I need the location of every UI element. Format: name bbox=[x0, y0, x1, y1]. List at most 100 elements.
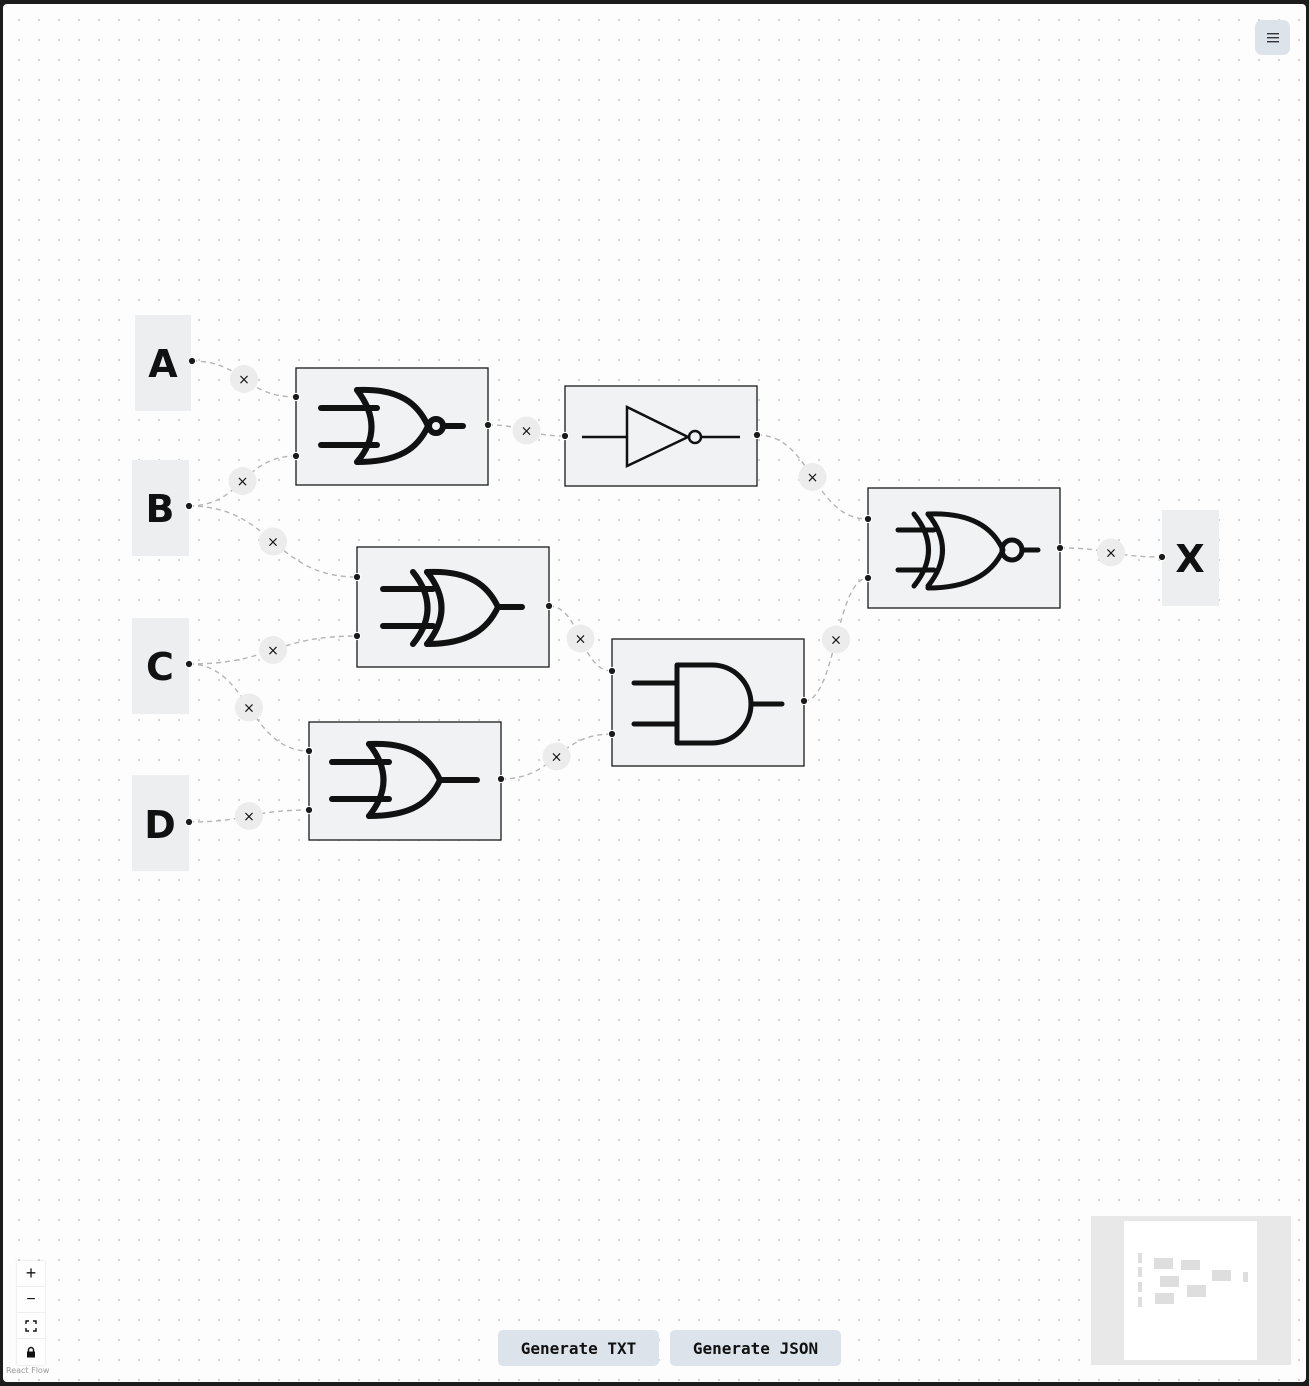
not-gate-icon bbox=[582, 404, 740, 468]
generate-txt-button[interactable]: Generate TXT bbox=[498, 1330, 659, 1366]
edge-delete-button-bg bbox=[235, 802, 263, 830]
generate-json-button[interactable]: Generate JSON bbox=[670, 1330, 841, 1366]
connection-handle[interactable] bbox=[799, 696, 809, 706]
connection-handle[interactable] bbox=[496, 774, 506, 784]
minimap[interactable] bbox=[1091, 1216, 1291, 1365]
edge-delete-button[interactable]: × bbox=[235, 802, 263, 830]
connection-handle[interactable] bbox=[752, 430, 762, 440]
edge-delete-button[interactable]: × bbox=[566, 624, 595, 653]
close-icon: × bbox=[238, 372, 250, 388]
connection-handle[interactable] bbox=[1157, 552, 1167, 562]
connection-handle[interactable] bbox=[352, 572, 362, 582]
edge-delete-button-bg bbox=[228, 467, 257, 495]
edge-delete-button-bg bbox=[566, 624, 595, 653]
connection-handle[interactable] bbox=[863, 573, 873, 583]
xnor-gate-node[interactable] bbox=[867, 487, 1061, 609]
xor-gate-icon bbox=[380, 568, 525, 647]
react-flow-attribution[interactable]: React Flow bbox=[6, 1366, 50, 1375]
input-node-c[interactable]: C bbox=[132, 618, 189, 714]
connection-handle[interactable] bbox=[560, 431, 570, 441]
connection-handle[interactable] bbox=[1055, 543, 1065, 553]
connection-handle[interactable] bbox=[187, 356, 197, 366]
connection-handle[interactable] bbox=[304, 805, 314, 815]
close-icon: × bbox=[243, 809, 255, 825]
xnor-gate-icon bbox=[895, 511, 1041, 591]
lock-icon bbox=[27, 1346, 35, 1358]
edge-delete-button[interactable]: × bbox=[798, 463, 827, 491]
edge-delete-button-bg bbox=[235, 693, 263, 722]
connection-handle[interactable] bbox=[291, 392, 301, 402]
edge-delete-button[interactable]: × bbox=[822, 625, 850, 654]
edge-delete-button[interactable]: × bbox=[542, 742, 571, 771]
zoom-out-button[interactable]: − bbox=[17, 1287, 45, 1313]
nodes-layer: A B C D X bbox=[132, 315, 1219, 871]
edge-delete-button[interactable]: × bbox=[228, 467, 257, 495]
close-icon: × bbox=[807, 470, 819, 486]
edge-delete-button-bg bbox=[259, 636, 287, 664]
close-icon: × bbox=[1105, 546, 1117, 562]
zoom-in-button[interactable]: + bbox=[17, 1261, 45, 1287]
xor-gate-node[interactable] bbox=[356, 546, 550, 668]
connection-handle[interactable] bbox=[184, 501, 194, 511]
edge-delete-button[interactable]: × bbox=[259, 527, 287, 556]
close-icon: × bbox=[575, 632, 587, 648]
minimap-nodes bbox=[1138, 1253, 1248, 1307]
menu-button[interactable] bbox=[1255, 20, 1290, 55]
connection-handle[interactable] bbox=[291, 451, 301, 461]
output-node-x[interactable]: X bbox=[1162, 510, 1219, 606]
edge-delete-button-bg bbox=[259, 527, 287, 556]
nor-gate-node[interactable] bbox=[295, 367, 489, 486]
edge-delete-button-bg bbox=[1097, 538, 1125, 567]
edge-C-or1[interactable] bbox=[188, 663, 310, 752]
connection-handle[interactable] bbox=[352, 631, 362, 641]
flow-graph[interactable]: × × × × × × × × × × × × A B C D bbox=[3, 4, 1306, 1382]
connection-handle[interactable] bbox=[544, 601, 554, 611]
minimap-view bbox=[1124, 1221, 1257, 1360]
connection-handle[interactable] bbox=[184, 817, 194, 827]
edge-delete-button-bg bbox=[230, 365, 258, 393]
close-icon: × bbox=[830, 633, 842, 649]
edge-delete-button-bg bbox=[542, 742, 571, 771]
lock-button[interactable] bbox=[17, 1339, 45, 1365]
handles-layer bbox=[184, 356, 1167, 827]
or-gate-node[interactable] bbox=[308, 721, 502, 841]
nor-gate-icon bbox=[318, 386, 466, 465]
input-label-c: C bbox=[146, 645, 174, 689]
connection-handle[interactable] bbox=[607, 729, 617, 739]
and-gate-icon bbox=[631, 662, 785, 746]
edge-delete-button[interactable]: × bbox=[259, 636, 287, 664]
not-gate-node[interactable] bbox=[564, 385, 758, 487]
fit-view-button[interactable] bbox=[17, 1313, 45, 1339]
input-label-d: D bbox=[144, 803, 176, 847]
connection-handle[interactable] bbox=[863, 514, 873, 524]
minus-icon: − bbox=[26, 1290, 36, 1308]
connection-handle[interactable] bbox=[304, 746, 314, 756]
or-gate-icon bbox=[329, 740, 480, 819]
input-node-a[interactable]: A bbox=[135, 315, 191, 411]
connection-handle[interactable] bbox=[483, 420, 493, 430]
edge-delete-button[interactable]: × bbox=[235, 693, 263, 722]
hamburger-menu-icon bbox=[1266, 32, 1279, 42]
edge-delete-button[interactable]: × bbox=[512, 416, 541, 445]
edge-D-or1[interactable] bbox=[188, 809, 310, 823]
input-node-b[interactable]: B bbox=[132, 460, 189, 556]
connection-handle[interactable] bbox=[607, 666, 617, 676]
and-gate-node[interactable] bbox=[611, 638, 805, 767]
close-icon: × bbox=[267, 643, 279, 659]
plus-icon: + bbox=[25, 1263, 37, 1283]
output-label-x: X bbox=[1175, 537, 1204, 581]
connection-handle[interactable] bbox=[184, 659, 194, 669]
edge-delete-button-bg bbox=[822, 625, 850, 654]
close-icon: × bbox=[551, 750, 563, 766]
fit-view-icon bbox=[25, 1319, 37, 1332]
close-icon: × bbox=[267, 535, 279, 551]
flow-controls: + − bbox=[17, 1261, 45, 1365]
edge-delete-button-bg bbox=[798, 463, 827, 491]
flow-canvas[interactable]: × × × × × × × × × × × × A B C D bbox=[3, 4, 1306, 1382]
edge-delete-button-bg bbox=[512, 416, 541, 445]
close-icon: × bbox=[237, 474, 249, 490]
input-node-d[interactable]: D bbox=[132, 775, 189, 871]
close-icon: × bbox=[243, 701, 255, 717]
edge-delete-button[interactable]: × bbox=[1097, 538, 1125, 567]
edge-delete-button[interactable]: × bbox=[230, 365, 258, 393]
